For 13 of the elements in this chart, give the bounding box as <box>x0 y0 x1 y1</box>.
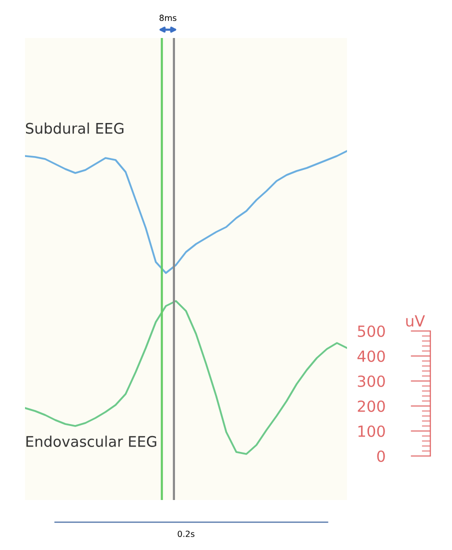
x-axis-title: 0.2s <box>178 530 194 538</box>
series-label: Endovascular EEG <box>26 436 156 447</box>
y-tick-label: 400 <box>357 350 385 362</box>
series-label: Subdural EEG <box>26 122 124 134</box>
y-tick-label: 300 <box>358 375 385 388</box>
line-series <box>25 300 347 455</box>
text: 8ms <box>160 14 176 21</box>
y-axis-title: uV <box>406 315 425 327</box>
line-series <box>25 150 347 274</box>
y-tick-label: 0 <box>377 450 385 462</box>
y-tick-label: 500 <box>358 325 385 338</box>
y-tick-label: 200 <box>358 400 385 412</box>
y-tick-label: 100 <box>358 425 385 438</box>
